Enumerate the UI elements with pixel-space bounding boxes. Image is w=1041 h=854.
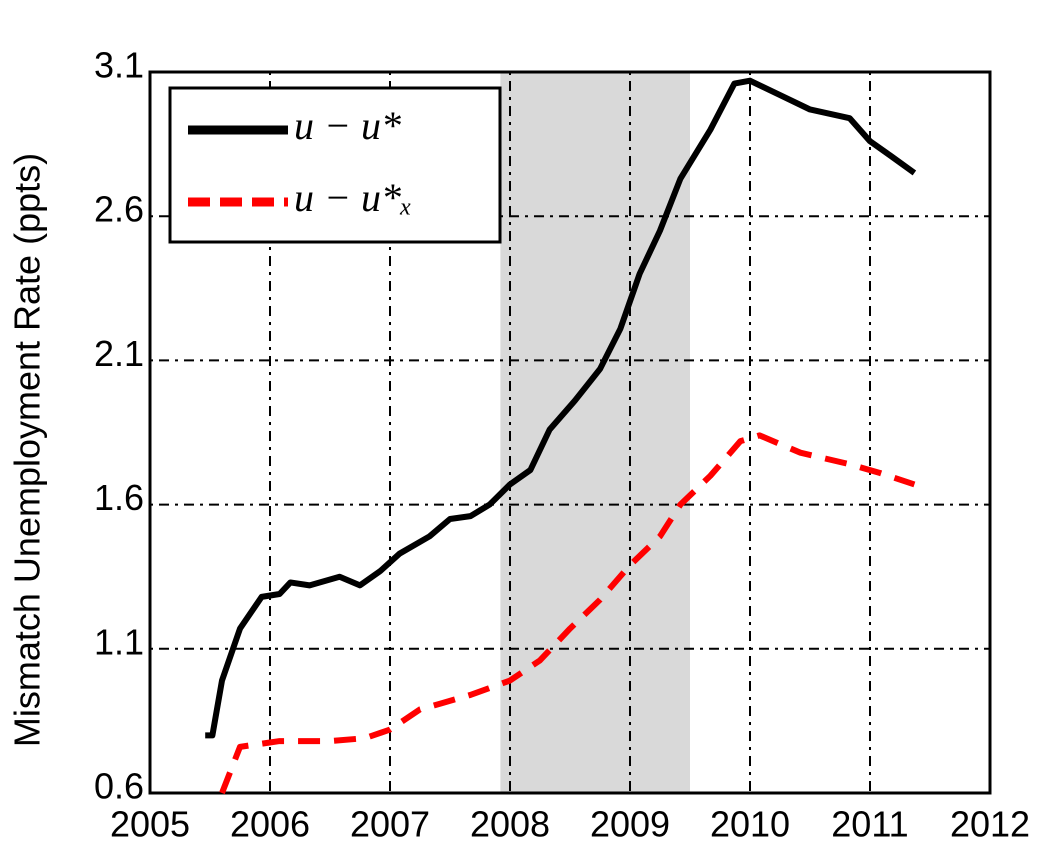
x-tick-label: 2008 — [470, 804, 550, 845]
x-tick-label: 2005 — [110, 804, 190, 845]
x-tick-label: 2007 — [350, 804, 430, 845]
series-line — [219, 432, 916, 795]
y-tick-label: 2.6 — [94, 189, 144, 230]
x-tick-label: 2011 — [831, 804, 908, 845]
recession-shade — [500, 72, 690, 793]
y-tick-label: 3.1 — [94, 45, 144, 86]
x-tick-label: 2012 — [950, 804, 1030, 845]
y-tick-label: 0.6 — [94, 766, 144, 807]
legend-box — [168, 86, 502, 244]
x-tick-label: 2009 — [590, 804, 670, 845]
y-tick-label: 2.1 — [94, 333, 144, 374]
plot-frame — [148, 70, 992, 795]
y-axis-label: Mismatch Unemployment Rate (ppts) — [7, 153, 48, 747]
y-tick-label: 1.6 — [94, 477, 144, 518]
x-tick-label: 2010 — [710, 804, 790, 845]
x-tick-label: 2006 — [230, 804, 310, 845]
y-tick-label: 1.1 — [94, 621, 144, 662]
series-line — [205, 77, 917, 739]
legend-label: u − u* — [294, 103, 401, 148]
legend-label: u − u*ₓ — [294, 175, 412, 220]
